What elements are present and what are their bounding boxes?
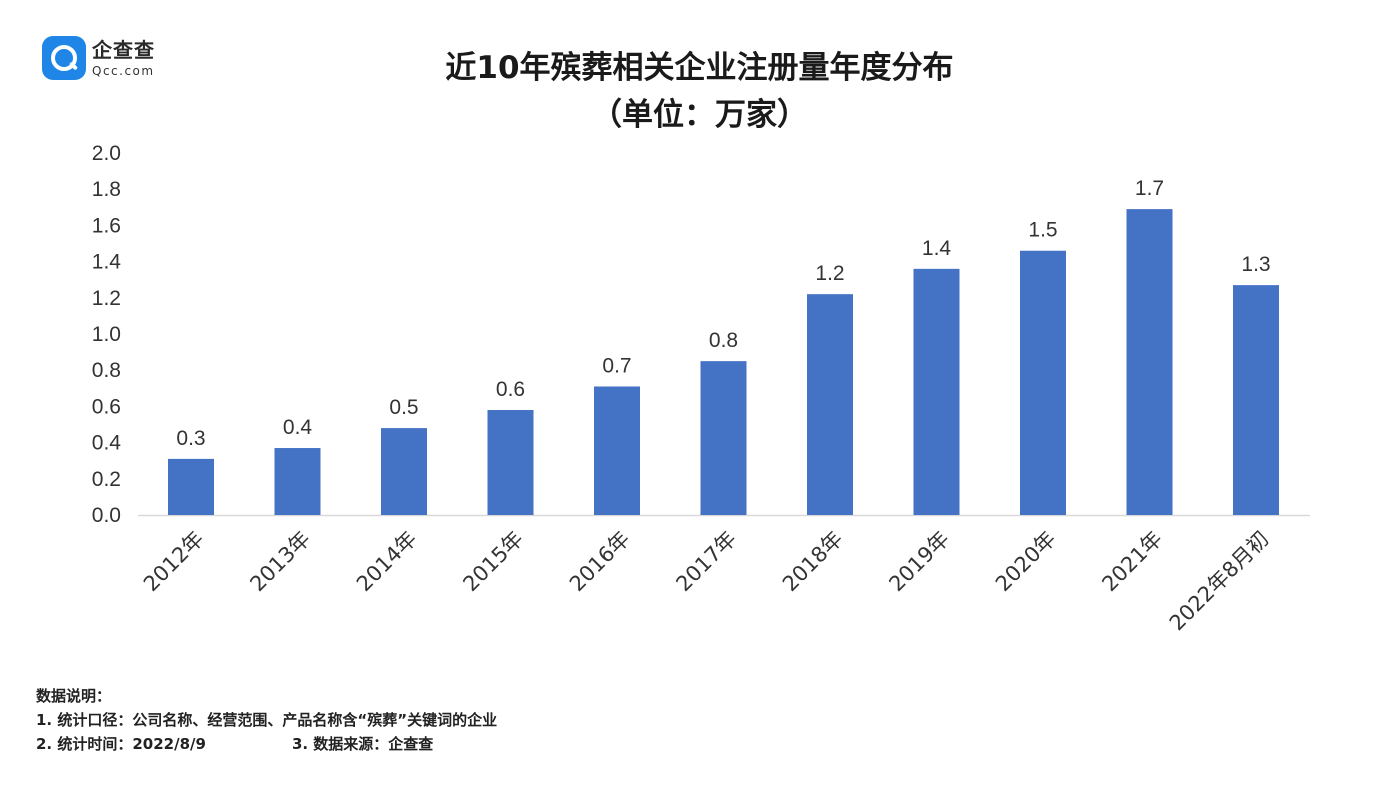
notes-meta-row: 2. 统计时间：2022/8/9 3. 数据来源：企查查 — [36, 732, 497, 756]
x-tick-label: 2012年 — [139, 527, 209, 597]
notes-time: 2. 统计时间：2022/8/9 — [36, 735, 206, 753]
bar — [700, 361, 747, 515]
y-tick-label: 1.0 — [92, 323, 121, 346]
x-tick-label: 2019年 — [884, 527, 954, 597]
x-tick-label: 2014年 — [352, 527, 422, 597]
chart-subtitle: （单位：万家） — [591, 97, 808, 133]
magnifier-logo-icon — [42, 36, 86, 80]
bar — [594, 386, 640, 515]
x-tick-label: 2020年 — [991, 527, 1061, 597]
y-tick-label: 0.2 — [92, 468, 121, 491]
notes-source: 3. 数据来源：企查查 — [291, 735, 434, 753]
y-tick-label: 2.0 — [92, 142, 121, 165]
y-tick-label: 1.6 — [92, 214, 121, 237]
bar — [487, 410, 534, 515]
x-tick-label: 2015年 — [458, 527, 528, 597]
bar — [1126, 209, 1173, 516]
bar — [913, 268, 960, 515]
y-tick-label: 1.8 — [92, 178, 121, 201]
data-label: 0.6 — [496, 378, 525, 401]
data-label: 1.2 — [815, 262, 844, 285]
x-tick-label: 2016年 — [565, 527, 635, 597]
x-tick-label: 2021年 — [1097, 527, 1167, 597]
bar — [381, 428, 427, 515]
bar — [1020, 250, 1066, 516]
data-label: 1.4 — [922, 237, 952, 260]
chart-title: 近10年殡葬相关企业注册量年度分布 — [445, 50, 954, 86]
y-tick-label: 0.8 — [92, 359, 121, 382]
bar — [274, 448, 321, 515]
bar — [807, 294, 853, 515]
x-tick-label: 2013年 — [245, 527, 315, 597]
data-notes: 数据说明： 1. 统计口径：公司名称、经营范围、产品名称含“殡葬”关键词的企业 … — [36, 684, 497, 756]
y-tick-label: 0.4 — [92, 432, 122, 455]
bar-chart: 0.0 0.2 0.4 0.6 0.8 1.0 1.2 1.4 1.6 1.8 2.0 0.3 2012… — [92, 142, 1310, 636]
x-tick-label: 2017年 — [671, 527, 741, 597]
y-tick-label: 1.4 — [92, 251, 122, 274]
x-tick-label: 2022年8月初 — [1165, 527, 1274, 636]
data-label: 0.8 — [709, 329, 738, 352]
y-tick-label: 1.2 — [92, 287, 121, 310]
data-label: 0.7 — [602, 354, 631, 377]
data-label: 0.5 — [389, 396, 418, 419]
logo-domain: Qcc.com — [92, 63, 155, 78]
brand-logo: 企查查 Qcc.com — [42, 36, 155, 80]
data-label: 1.5 — [1028, 219, 1057, 242]
data-label: 0.4 — [283, 416, 313, 439]
x-tick-label: 2018年 — [778, 527, 848, 597]
y-tick-label: 0.0 — [92, 504, 121, 527]
bar — [1233, 285, 1279, 515]
logo-name: 企查查 — [92, 37, 155, 62]
notes-scope: 1. 统计口径：公司名称、经营范围、产品名称含“殡葬”关键词的企业 — [36, 711, 498, 729]
data-label: 1.7 — [1135, 177, 1164, 200]
y-tick-label: 0.6 — [92, 395, 121, 418]
data-label: 1.3 — [1241, 253, 1270, 276]
data-label: 0.3 — [176, 427, 205, 450]
bar — [168, 458, 214, 515]
notes-heading: 数据说明： — [36, 687, 112, 705]
